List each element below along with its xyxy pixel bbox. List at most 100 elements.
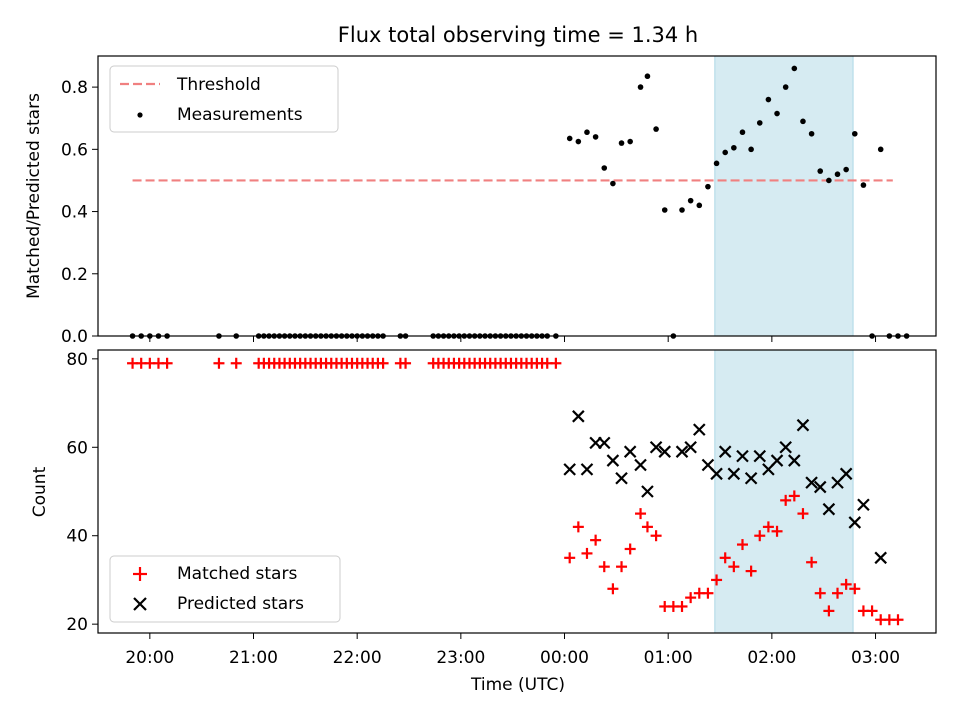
- measurement-point: [575, 138, 582, 145]
- predicted-star-point: [693, 423, 706, 436]
- matched-star-point: [598, 561, 610, 573]
- measurement-point: [722, 149, 729, 156]
- top-axes-frame: [97, 55, 937, 337]
- bottom-highlight-span: [714, 349, 854, 634]
- x-tick-label: 03:00: [851, 648, 900, 668]
- legend-predicted-swatch: [133, 597, 147, 611]
- predicted-star-point: [597, 436, 611, 450]
- y-tick-label: 40: [66, 527, 88, 547]
- measurement-point: [696, 202, 703, 209]
- legend-matched-swatch: [133, 567, 147, 581]
- top-y-axis-label: Matched/Predicted stars: [24, 93, 44, 299]
- bottom-legend-box: [109, 555, 341, 623]
- measurement-point: [592, 134, 599, 140]
- measurement-point: [860, 182, 867, 188]
- y-tick-label: 0.8: [61, 78, 88, 98]
- matched-star-point: [762, 521, 774, 533]
- matched-star-point: [213, 357, 225, 369]
- matched-star-point: [849, 583, 861, 595]
- y-tick-label: 80: [66, 350, 88, 370]
- x-tick-label: 02:00: [747, 648, 796, 668]
- matched-star-point: [728, 561, 740, 573]
- matched-stars-points: [127, 357, 904, 626]
- measurement-point: [851, 130, 858, 137]
- y-tick-label: 0.0: [61, 327, 88, 347]
- matched-star-point: [797, 508, 809, 520]
- predicted-star-point: [658, 445, 672, 458]
- measurement-point: [774, 110, 780, 117]
- predicted-star-point: [649, 441, 663, 454]
- matched-star-point: [377, 357, 389, 369]
- predicted-star-point: [822, 502, 836, 516]
- predicted-star-point: [805, 476, 818, 489]
- predicted-star-point: [857, 498, 870, 512]
- measurement-point: [679, 207, 685, 213]
- matched-star-point: [400, 357, 412, 369]
- legend-threshold-label: Threshold: [176, 75, 261, 95]
- matched-star-point: [607, 583, 619, 595]
- measurement-point: [627, 138, 633, 145]
- predicted-star-point: [848, 516, 862, 529]
- measurement-point: [817, 168, 824, 174]
- matched-star-point: [892, 614, 904, 626]
- predicted-stars-points: [563, 410, 887, 565]
- matched-star-point: [564, 552, 576, 564]
- y-tick-label: 0.6: [61, 140, 88, 160]
- measurement-point: [756, 120, 763, 126]
- matched-star-point: [745, 565, 757, 577]
- predicted-star-point: [874, 551, 887, 565]
- matched-star-point: [840, 578, 852, 590]
- predicted-star-point: [727, 467, 741, 481]
- measurement-point: [618, 140, 625, 146]
- top-legend: Threshold Measurements: [109, 65, 339, 133]
- bottom-y-axis-label: Count: [30, 466, 50, 517]
- matched-star-point: [711, 574, 723, 586]
- matched-star-point: [780, 494, 792, 506]
- measurement-point: [637, 84, 644, 90]
- legend-measurements-swatch: [137, 112, 143, 118]
- matched-star-point: [866, 605, 878, 617]
- matched-star-point: [161, 357, 173, 369]
- predicted-star-point: [623, 445, 637, 458]
- matched-star-point: [624, 543, 636, 555]
- measurement-point: [713, 160, 720, 167]
- predicted-star-point: [634, 458, 647, 472]
- x-tick-label: 01:00: [644, 648, 693, 668]
- matched-star-point: [616, 561, 628, 573]
- predicted-star-point: [788, 454, 801, 467]
- measurement-point: [687, 197, 694, 204]
- matched-star-point: [572, 521, 584, 533]
- predicted-star-point: [641, 485, 654, 498]
- top-highlight-span: [714, 55, 854, 337]
- matched-star-point: [685, 592, 697, 604]
- measurement-point: [826, 177, 832, 184]
- predicted-star-point: [572, 410, 585, 423]
- legend-matched-label: Matched stars: [177, 564, 297, 584]
- matched-star-point: [823, 605, 835, 617]
- measurement-point: [731, 144, 737, 151]
- measurement-point: [834, 171, 841, 178]
- matched-star-point: [550, 357, 562, 369]
- bottom-panel: 20 40 60 80 20:00 21:00 22:00 23:00 00:00 01:00 0…: [30, 349, 937, 695]
- x-tick-label: 21:00: [229, 648, 278, 668]
- x-tick-label: 00:00: [540, 648, 589, 668]
- measurement-point: [791, 65, 798, 72]
- predicted-star-point: [796, 418, 810, 432]
- measurement-point: [765, 96, 772, 103]
- bottom-x-axis-label: Time (UTC): [470, 675, 565, 695]
- predicted-star-point: [770, 454, 784, 467]
- matched-star-point: [806, 556, 818, 568]
- predicted-star-point: [744, 471, 758, 485]
- bottom-y-ticks: 20 40 60 80: [66, 350, 98, 635]
- predicted-star-point: [718, 445, 732, 458]
- y-tick-label: 60: [66, 438, 88, 458]
- measurement-point: [800, 118, 806, 125]
- matched-star-point: [736, 539, 748, 551]
- legend-predicted-label: Predicted stars: [177, 594, 304, 614]
- matched-star-point: [702, 587, 714, 599]
- matched-star-point: [590, 534, 602, 546]
- matched-star-point: [635, 508, 647, 520]
- predicted-star-point: [684, 441, 697, 454]
- predicted-star-point: [753, 449, 767, 463]
- matched-star-point: [814, 587, 826, 599]
